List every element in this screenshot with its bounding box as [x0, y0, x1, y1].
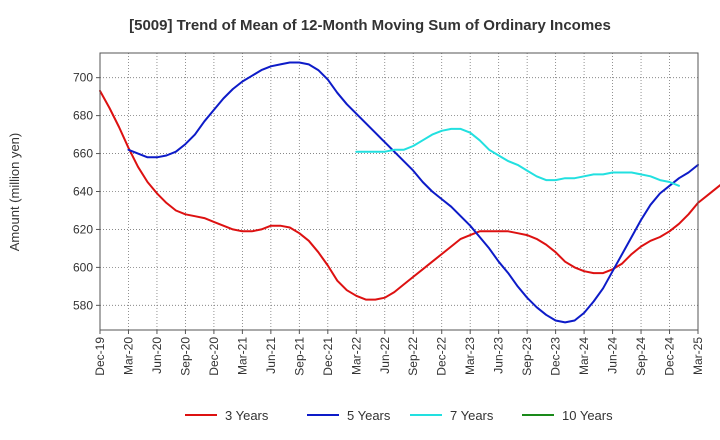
legend-label: 5 Years	[347, 408, 391, 423]
y-tick-label: 580	[73, 298, 93, 312]
x-tick-label: Mar-21	[235, 337, 249, 375]
series-layer	[99, 61, 720, 324]
y-ticks: 580 600 620 640 660 680 700	[73, 71, 100, 312]
x-tick-label: Mar-22	[349, 337, 363, 375]
x-tick-label: Dec-21	[321, 337, 335, 376]
x-tick-label: Mar-23	[463, 337, 477, 375]
legend-item-3-years: 3 Years	[185, 408, 269, 423]
legend-label: 7 Years	[450, 408, 494, 423]
y-tick-label: 640	[73, 185, 93, 199]
x-tick-label: Dec-20	[207, 337, 221, 376]
x-tick-label: Dec-23	[549, 337, 563, 376]
legend-item-7-years: 7 Years	[410, 408, 494, 423]
series-line-5-years	[127, 61, 699, 324]
legend: 3 Years 5 Years 7 Years 10 Years	[185, 408, 613, 423]
x-tick-label: Mar-24	[577, 337, 591, 375]
series-line-7-years	[355, 127, 680, 187]
x-tick-label: Dec-22	[435, 337, 449, 376]
x-tick-label: Sep-24	[634, 337, 648, 376]
chart-title: [5009] Trend of Mean of 12-Month Moving …	[129, 17, 611, 34]
x-tick-label: Jun-24	[606, 337, 620, 374]
legend-item-5-years: 5 Years	[307, 408, 391, 423]
x-tick-label: Sep-23	[520, 337, 534, 376]
x-tick-label: Sep-20	[178, 337, 192, 376]
legend-label: 3 Years	[225, 408, 269, 423]
x-tick-label: Sep-21	[292, 337, 306, 376]
x-tick-label: Jun-20	[150, 337, 164, 374]
y-tick-label: 620	[73, 222, 93, 236]
x-tick-label: Sep-22	[406, 337, 420, 376]
x-tick-label: Jun-22	[378, 337, 392, 374]
y-tick-label: 600	[73, 260, 93, 274]
x-tick-label: Dec-19	[93, 337, 107, 376]
legend-label: 10 Years	[562, 408, 613, 423]
y-tick-label: 660	[73, 147, 93, 161]
x-tick-label: Mar-20	[122, 337, 136, 375]
x-tick-label: Jun-21	[264, 337, 278, 374]
legend-item-10-years: 10 Years	[522, 408, 613, 423]
grid-layer	[100, 53, 698, 330]
y-tick-label: 680	[73, 109, 93, 123]
series-line-3-years	[99, 89, 720, 301]
x-tick-label: Dec-24	[663, 337, 677, 376]
y-tick-label: 700	[73, 71, 93, 85]
y-axis-label: Amount (million yen)	[7, 133, 22, 252]
x-tick-label: Mar-25	[691, 337, 705, 375]
x-tick-label: Jun-23	[492, 337, 506, 374]
x-ticks: Dec-19 Mar-20 Jun-20 Sep-20 Dec-20 Mar-21 Jun-…	[93, 330, 705, 376]
